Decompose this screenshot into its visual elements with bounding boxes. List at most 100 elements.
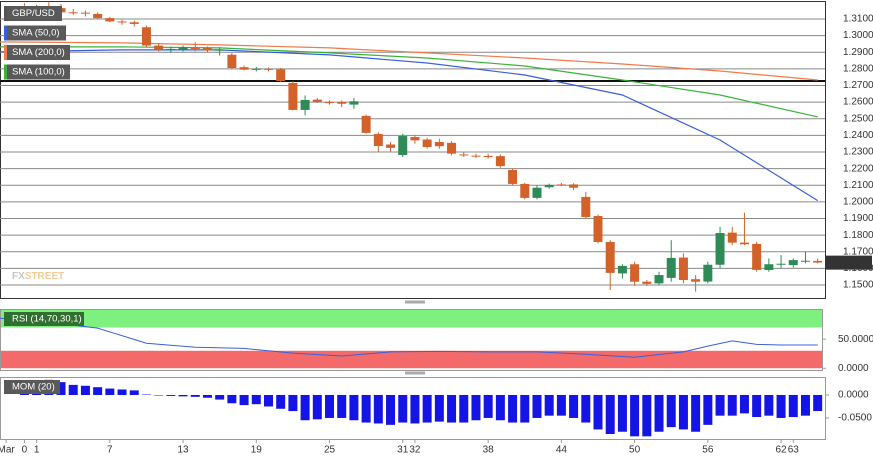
mom-bar xyxy=(495,394,505,421)
mom-bar xyxy=(752,394,762,418)
mom-bar xyxy=(68,384,78,395)
legend-box xyxy=(4,25,66,41)
mom-bar xyxy=(630,394,640,437)
indicator-label-box xyxy=(4,380,60,394)
rsi-band xyxy=(1,350,822,369)
y-tick-label: 1.3000 xyxy=(843,30,873,41)
mom-bar xyxy=(251,394,261,405)
mom-bar xyxy=(190,394,200,397)
mom-bar xyxy=(483,394,493,418)
y-tick-label: 1.1700 xyxy=(843,246,873,257)
mom-bar xyxy=(166,394,176,396)
y-tick-label: 0.0000 xyxy=(838,390,869,401)
y-tick-label: 1.2600 xyxy=(843,97,873,108)
y-tick-label: 1.1900 xyxy=(843,213,873,224)
mom-bar xyxy=(703,394,713,425)
mom-bar xyxy=(678,394,688,430)
x-tick-label: 63 xyxy=(788,445,800,456)
watermark-street: STREET xyxy=(25,271,64,282)
mom-bar xyxy=(532,394,542,418)
candle-body xyxy=(178,47,188,50)
candle-body xyxy=(68,12,78,14)
y-tick-label: 1.1800 xyxy=(843,230,873,241)
candle-body xyxy=(117,21,127,23)
candle-body xyxy=(105,18,115,22)
candle-body xyxy=(642,281,652,284)
mom-bar xyxy=(80,385,90,395)
candle-body xyxy=(617,265,627,274)
candle-body xyxy=(800,260,810,262)
candle-body xyxy=(386,144,396,148)
x-tick-label: 50 xyxy=(629,445,641,456)
mom-bar xyxy=(569,394,579,418)
candle-body xyxy=(605,241,615,273)
x-tick-label: 25 xyxy=(324,445,336,456)
mom-bar xyxy=(215,394,225,400)
mom-bar xyxy=(178,394,188,397)
candle-body xyxy=(288,82,298,110)
candle-body xyxy=(544,184,554,188)
candle-body xyxy=(508,169,518,184)
y-tick-label: 1.3100 xyxy=(843,14,873,25)
mom-bar xyxy=(263,394,273,407)
candle-body xyxy=(764,264,774,271)
mom-bar xyxy=(471,394,481,421)
x-tick-label: 44 xyxy=(556,445,568,456)
candle-body xyxy=(593,216,603,242)
candle-body xyxy=(349,101,359,105)
candle-body xyxy=(447,142,457,154)
candle-body xyxy=(471,155,481,157)
candle-body xyxy=(300,99,310,110)
candle-body xyxy=(691,279,701,282)
candle-body xyxy=(776,263,786,265)
x-tick-label: 0 xyxy=(22,445,28,456)
candle-body xyxy=(325,102,335,104)
rsi-panel xyxy=(0,309,823,371)
candle-body xyxy=(166,48,176,50)
candle-body xyxy=(337,102,347,104)
y-tick-label: 1.2200 xyxy=(843,163,873,174)
mom-bar xyxy=(764,394,774,416)
mom-bar xyxy=(739,394,749,414)
legend-label: SMA (200,0) xyxy=(12,47,65,58)
mom-bar xyxy=(93,387,103,395)
candle-body xyxy=(312,99,322,103)
mom-bar xyxy=(300,394,310,421)
mom-bar xyxy=(288,394,298,412)
legend-swatch xyxy=(4,6,7,21)
candle-body xyxy=(361,115,371,133)
y-tick-label: 1.1500 xyxy=(843,280,873,291)
mom-bar xyxy=(386,394,396,425)
mom-bar xyxy=(373,394,383,424)
candle-body xyxy=(630,264,640,282)
candle-body xyxy=(141,27,151,46)
candle-body xyxy=(251,68,261,70)
watermark-fx: FX xyxy=(12,271,25,282)
mom-bar xyxy=(361,394,371,423)
candle-body xyxy=(678,257,688,281)
y-tick-label: 1.2500 xyxy=(843,113,873,124)
mom-bar xyxy=(593,394,603,430)
x-tick-label: 7 xyxy=(107,445,113,456)
legend-swatch xyxy=(4,45,7,60)
candle-body xyxy=(752,243,762,270)
mom-bar xyxy=(715,394,725,416)
candle-body xyxy=(703,264,713,282)
watermark: FXSTREET xyxy=(12,271,64,282)
legend-label: SMA (50,0) xyxy=(12,28,60,39)
y-tick-label: 1.2900 xyxy=(843,47,873,58)
indicator-label-box xyxy=(4,312,84,326)
mom-bar xyxy=(447,394,457,423)
candle-body xyxy=(654,275,664,284)
y-tick-label: 1.2400 xyxy=(843,130,873,141)
legend-box xyxy=(4,6,62,21)
x-tick-label: 38 xyxy=(483,445,495,456)
legend-label: SMA (100,0) xyxy=(12,67,65,78)
x-tick-label: Mar xyxy=(0,445,15,456)
mom-bar xyxy=(654,394,664,432)
rsi-line xyxy=(0,317,818,358)
mom-bar xyxy=(544,394,554,416)
legend-box xyxy=(4,45,70,60)
